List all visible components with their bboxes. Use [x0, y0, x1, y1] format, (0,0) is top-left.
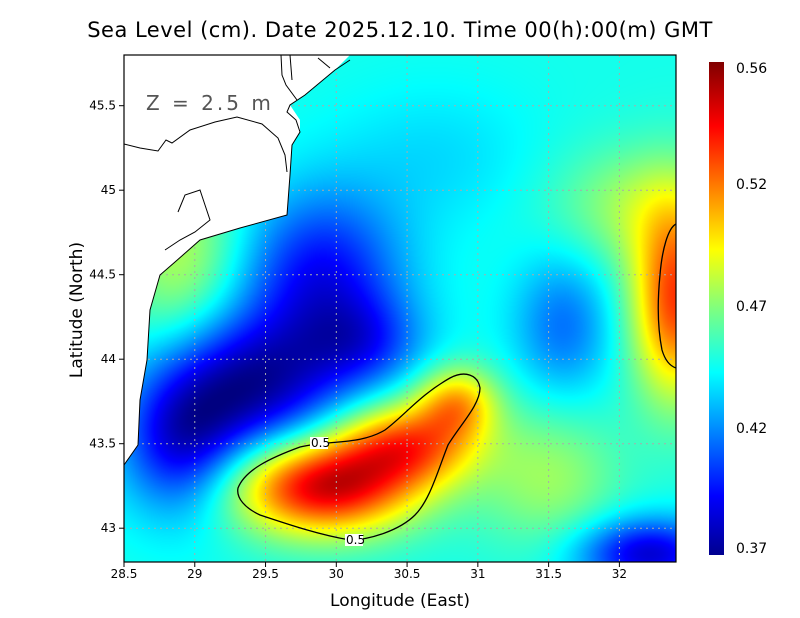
- chart-title: Sea Level (cm). Date 2025.12.10. Time 00…: [87, 18, 713, 42]
- x-tick-label: 31.5: [535, 567, 562, 581]
- land-mask: [124, 55, 350, 465]
- land-border: [123, 54, 331, 251]
- x-tick-label: 28.5: [111, 567, 138, 581]
- colorbar-label: 0.47: [736, 299, 767, 315]
- y-tick-label: 44.5: [89, 268, 116, 282]
- x-tick-label: 31: [470, 567, 485, 581]
- colorbar-label: 0.37: [736, 541, 767, 557]
- contour-line-0.5: [237, 373, 481, 541]
- x-tick-label: 30: [329, 567, 344, 581]
- y-tick-label: 43.5: [89, 437, 116, 451]
- coastline: [123, 59, 351, 466]
- colorbar-label: 0.56: [736, 61, 767, 77]
- depth-annotation: Z = 2.5 m: [146, 91, 274, 115]
- y-tick-label: 45: [101, 183, 116, 197]
- colorbar: [709, 62, 724, 555]
- y-tick-label: 43: [101, 521, 116, 535]
- x-tick-label: 29: [187, 567, 202, 581]
- x-tick-label: 30.5: [394, 567, 421, 581]
- plot-frame: [123, 54, 677, 563]
- colorbar-label: 0.42: [736, 421, 767, 437]
- contour-line-0.5-east: [657, 223, 677, 369]
- x-axis-label: Longitude (East): [330, 591, 470, 611]
- contour-label-bg: [345, 534, 363, 546]
- y-tick-label: 45.5: [89, 99, 116, 113]
- y-axis-label: Latitude (North): [67, 242, 87, 378]
- x-tick-label: 29.5: [252, 567, 279, 581]
- contour-label: 0.5: [346, 533, 365, 547]
- contour-label-bg: [310, 437, 328, 449]
- y-tick-label: 44: [101, 352, 116, 366]
- x-tick-label: 32: [612, 567, 627, 581]
- colorbar-label: 0.52: [736, 177, 767, 193]
- contour-label: 0.5: [311, 436, 330, 450]
